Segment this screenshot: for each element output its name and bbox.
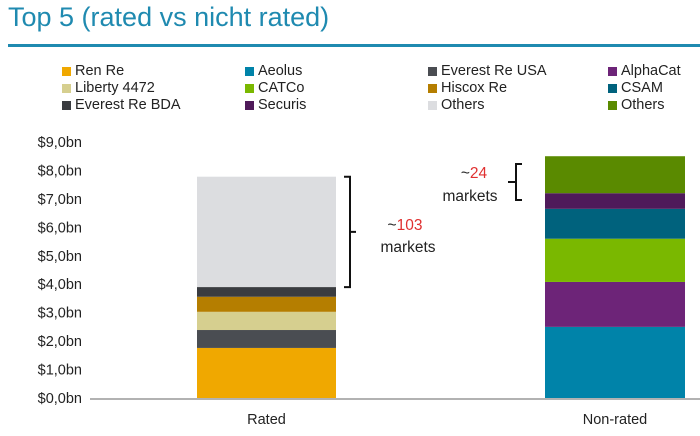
legend-item: AlphaCat bbox=[608, 63, 681, 80]
legend-swatch bbox=[428, 101, 437, 110]
legend-item: CSAM bbox=[608, 80, 663, 97]
x-tick-label: Non-rated bbox=[583, 412, 647, 428]
legend-label: Liberty 4472 bbox=[75, 80, 155, 96]
bar-segment-others bbox=[545, 156, 685, 194]
y-tick-label: $5,0bn bbox=[38, 249, 82, 265]
bar-segment-securis bbox=[545, 193, 685, 209]
annotation-text: markets bbox=[380, 239, 435, 256]
legend-item: Liberty 4472 bbox=[62, 80, 155, 97]
bracket-icon bbox=[508, 163, 522, 201]
legend-item: Hiscox Re bbox=[428, 80, 507, 97]
y-tick-label: $1,0bn bbox=[38, 363, 82, 379]
legend-item: Aeolus bbox=[245, 63, 302, 80]
x-tick-label: Rated bbox=[247, 412, 286, 428]
legend-label: Others bbox=[441, 97, 485, 113]
legend-label: CATCo bbox=[258, 80, 305, 96]
legend-label: Ren Re bbox=[75, 63, 125, 79]
bar-segment-csam bbox=[545, 208, 685, 239]
y-tick-label: $4,0bn bbox=[38, 277, 82, 293]
title-divider bbox=[8, 44, 700, 47]
legend-swatch bbox=[62, 84, 71, 93]
legend-item: Securis bbox=[245, 97, 306, 114]
bar-segment-alphacat bbox=[545, 281, 685, 327]
legend-item: Others bbox=[428, 97, 485, 114]
bar-segment-hiscox-re bbox=[197, 296, 336, 312]
legend-label: Hiscox Re bbox=[441, 80, 508, 96]
legend-item: CATCo bbox=[245, 80, 304, 97]
legend-swatch bbox=[62, 67, 71, 76]
legend-label: Everest Re BDA bbox=[75, 97, 181, 113]
legend-item: Everest Re BDA bbox=[62, 97, 181, 114]
legend-item: Ren Re bbox=[62, 63, 124, 80]
bar-segment-ren-re bbox=[197, 347, 336, 398]
legend-item: Others bbox=[608, 97, 665, 114]
bar-segment-aeolus bbox=[545, 326, 685, 398]
y-tick-label: $9,0bn bbox=[38, 135, 82, 151]
legend-swatch bbox=[62, 101, 71, 110]
y-tick-label: $7,0bn bbox=[38, 192, 82, 208]
legend-swatch bbox=[428, 67, 437, 76]
bracket-icon bbox=[344, 175, 356, 289]
legend-swatch bbox=[608, 101, 617, 110]
legend-swatch bbox=[428, 84, 437, 93]
annotation-count: ~103 bbox=[388, 217, 423, 234]
legend-label: Others bbox=[621, 97, 665, 113]
legend-label: Aeolus bbox=[258, 63, 303, 79]
annotation-text: markets bbox=[442, 188, 497, 205]
bar-segment-everest-re-bda bbox=[197, 287, 336, 297]
legend-label: CSAM bbox=[621, 80, 663, 96]
y-tick-label: $0,0bn bbox=[38, 391, 82, 407]
y-tick-label: $2,0bn bbox=[38, 334, 82, 350]
legend-swatch bbox=[608, 67, 617, 76]
bar-segment-catco bbox=[545, 238, 685, 282]
legend-label: Everest Re USA bbox=[441, 63, 547, 79]
legend-item: Everest Re USA bbox=[428, 63, 547, 80]
legend-swatch bbox=[245, 101, 254, 110]
legend-swatch bbox=[245, 67, 254, 76]
legend-swatch bbox=[245, 84, 254, 93]
y-tick-label: $3,0bn bbox=[38, 306, 82, 322]
annotation-count: ~24 bbox=[461, 165, 488, 182]
y-tick-label: $6,0bn bbox=[38, 220, 82, 236]
bar-segment-others bbox=[197, 176, 336, 288]
legend-label: AlphaCat bbox=[621, 63, 681, 79]
bar-segment-liberty-4472 bbox=[197, 311, 336, 331]
bar-segment-everest-re-usa bbox=[197, 330, 336, 348]
y-tick-label: $8,0bn bbox=[38, 163, 82, 179]
legend-label: Securis bbox=[258, 97, 307, 113]
legend-swatch bbox=[608, 84, 617, 93]
page-title: Top 5 (rated vs nicht rated) bbox=[8, 2, 330, 32]
